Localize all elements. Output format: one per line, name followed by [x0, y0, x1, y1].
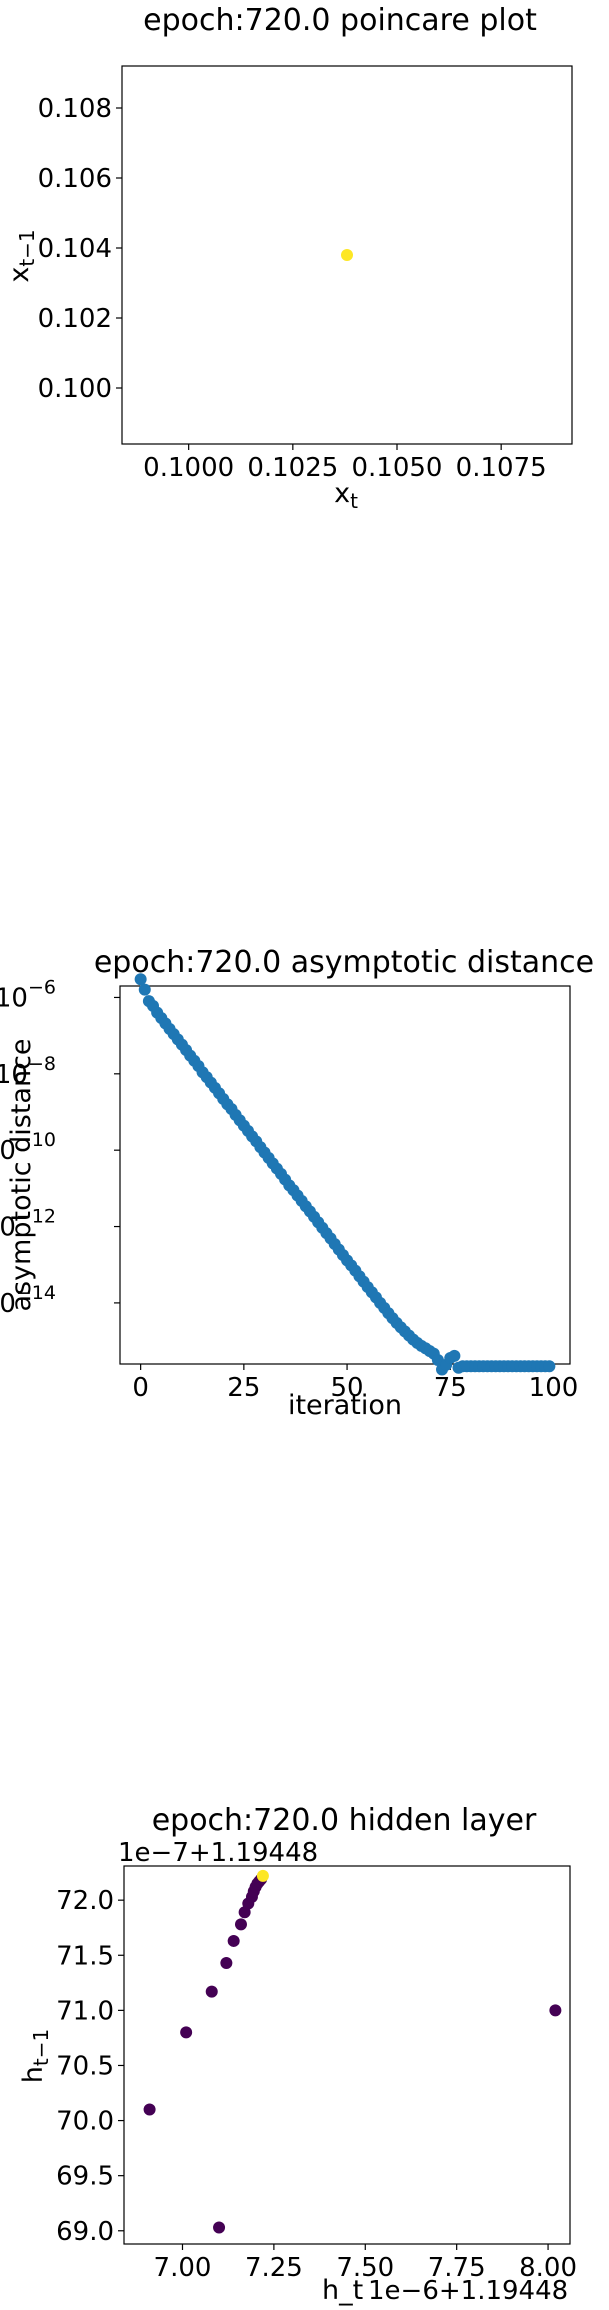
data-point: [341, 249, 353, 261]
data-point: [143, 2103, 156, 2116]
x-tick-label: 0.1025: [247, 453, 338, 483]
plot-frame: [119, 985, 571, 1365]
y-axis-ticks: 69.0 69.5 70.0 70.5 71.0 71.5 72.0: [56, 1886, 124, 2247]
y-tick-label: 0.108: [38, 94, 112, 124]
x-tick-label: 0: [132, 1373, 149, 1403]
y-tick-label: 70.5: [56, 2051, 114, 2081]
x-axis-label: h_t: [322, 2275, 363, 2306]
x-tick-label: 8.00: [519, 2253, 577, 2283]
plot-frame: [123, 1865, 571, 2245]
y-tick-label: 0.100: [38, 374, 112, 404]
x-tick-label: 25: [227, 1373, 260, 1403]
plot-frame: [121, 65, 573, 445]
x-tick-label: 7.50: [336, 2253, 394, 2283]
chart-title: epoch:720.0 poincare plot: [143, 3, 537, 38]
asymptotic-distance-chart: epoch:720.0 asymptotic distance 0 25 50 75 1…: [0, 945, 594, 1421]
x-tick-label: 50: [331, 1373, 364, 1403]
data-point: [205, 1985, 218, 1998]
y-offset-label: 1e−7+1.19448: [118, 1838, 318, 1868]
x-axis-ticks: 0.1000 0.1025 0.1050 0.1075: [143, 444, 547, 483]
data-point: [180, 2026, 193, 2039]
x-axis-ticks: 7.00 7.25 7.50 7.75 8.00: [154, 2244, 577, 2283]
x-tick-label: 7.75: [428, 2253, 486, 2283]
data-point: [134, 973, 147, 986]
x-axis-label: xt: [334, 478, 358, 513]
data-point: [549, 2004, 562, 2017]
y-axis-label: ht−1: [18, 2029, 53, 2083]
y-tick-label: 0.102: [38, 304, 112, 334]
x-tick-label: 0.1075: [456, 453, 547, 483]
data-point: [138, 983, 151, 996]
data-point: [234, 1918, 247, 1931]
y-tick-label: 10−6: [0, 976, 56, 1013]
data-point: [256, 1869, 269, 1882]
data-point: [448, 1349, 461, 1362]
y-tick-label: 70.0: [56, 2107, 114, 2137]
chart-title: epoch:720.0 hidden layer: [152, 1803, 537, 1838]
y-tick-label: 71.0: [56, 1996, 114, 2026]
hidden-layer-chart: epoch:720.0 hidden layer 1e−7+1.19448 7.…: [18, 1803, 577, 2306]
data-points: [341, 249, 353, 261]
y-tick-label: 71.5: [56, 1941, 114, 1971]
data-points: [134, 973, 556, 1376]
y-tick-label: 0.106: [38, 164, 112, 194]
x-tick-label: 0.1000: [143, 453, 234, 483]
y-axis-label: xt−1: [4, 229, 39, 282]
data-point: [543, 1360, 556, 1373]
chart-title: epoch:720.0 asymptotic distance: [94, 945, 594, 980]
x-axis-ticks: 0 25 50 75 100: [132, 1364, 578, 1403]
y-tick-label: 69.0: [56, 2217, 114, 2247]
y-tick-label: 72.0: [56, 1886, 114, 1916]
y-axis-label: asymptotic distance: [6, 1038, 37, 1311]
data-points: [143, 1869, 562, 2234]
x-tick-label: 7.00: [154, 2253, 212, 2283]
y-axis-ticks: 10−610−810−1010−1210−14: [0, 976, 120, 1319]
x-tick-label: 75: [434, 1373, 467, 1403]
data-point: [213, 2221, 226, 2234]
data-point: [227, 1934, 240, 1947]
y-tick-label: 0.104: [38, 234, 112, 264]
x-tick-label: 0.1050: [352, 453, 443, 483]
x-tick-label: 100: [529, 1373, 579, 1403]
y-tick-label: 69.5: [56, 2162, 114, 2192]
x-tick-label: 7.25: [245, 2253, 303, 2283]
data-point: [220, 1956, 233, 1969]
x-offset-label: 1e−6+1.19448: [368, 2276, 568, 2306]
y-axis-ticks: 0.100 0.102 0.104 0.106 0.108: [38, 94, 122, 404]
x-axis-label: iteration: [288, 1390, 402, 1421]
poincare-plot-chart: epoch:720.0 poincare plot 0.1000 0.1025 0.…: [4, 3, 573, 513]
